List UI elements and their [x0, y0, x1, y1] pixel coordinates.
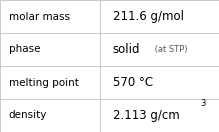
Text: phase: phase — [9, 44, 40, 55]
Text: 2.113 g/cm: 2.113 g/cm — [113, 109, 180, 122]
Text: solid: solid — [113, 43, 140, 56]
Text: melting point: melting point — [9, 77, 79, 88]
Text: molar mass: molar mass — [9, 11, 70, 22]
Text: (at STP): (at STP) — [152, 45, 187, 54]
Text: 3: 3 — [200, 99, 205, 108]
Text: 570 °C: 570 °C — [113, 76, 153, 89]
Text: density: density — [9, 110, 47, 121]
Text: 211.6 g/mol: 211.6 g/mol — [113, 10, 184, 23]
